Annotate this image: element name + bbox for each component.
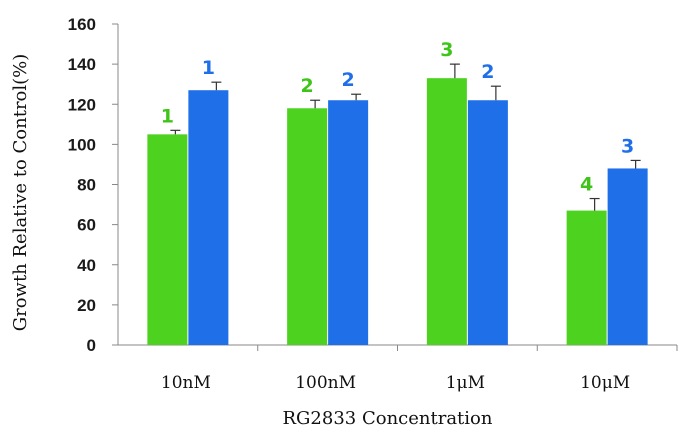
y-tick-label: 140 [68, 55, 96, 74]
x-tick-label: 1μM [446, 373, 485, 393]
data-label: 3 [440, 39, 453, 61]
data-label: 2 [301, 75, 314, 97]
y-tick-label: 60 [77, 216, 96, 235]
y-tick-label: 80 [77, 176, 96, 195]
data-label: 2 [342, 69, 355, 91]
bar [426, 78, 467, 345]
y-tick-label: 40 [77, 256, 96, 275]
bars [147, 78, 648, 345]
data-label: 1 [161, 105, 174, 127]
bar [467, 100, 508, 345]
data-labels: 1 1 2 2 3 2 4 3 [161, 39, 634, 195]
x-tick-label: 100nM [295, 373, 356, 393]
x-tick-label: 10nM [161, 373, 211, 393]
data-label: 1 [202, 57, 215, 79]
y-tick-label: 120 [68, 95, 96, 114]
y-tick-label: 100 [68, 135, 96, 154]
data-label: 3 [621, 135, 634, 157]
bar [328, 100, 369, 345]
bar [566, 210, 607, 345]
y-tick-label: 20 [77, 296, 96, 315]
y-axis-title: Growth Relative to Control(%) [10, 54, 31, 332]
bar [607, 168, 648, 345]
x-tick-label: 10μM [580, 373, 630, 393]
data-label: 4 [580, 174, 593, 196]
bar [188, 90, 229, 345]
error-bars [170, 63, 641, 211]
data-label: 2 [481, 61, 494, 83]
bar [287, 108, 328, 345]
y-tick-label: 0 [87, 336, 96, 355]
y-axis-ticks: 0 20 40 60 80 100 120 140 160 [68, 15, 118, 355]
x-axis-title: RG2833 Concentration [283, 408, 493, 429]
x-axis-labels: 10nM 100nM 1μM 10μM [161, 345, 678, 393]
bar [147, 134, 188, 345]
y-tick-label: 160 [68, 15, 96, 34]
